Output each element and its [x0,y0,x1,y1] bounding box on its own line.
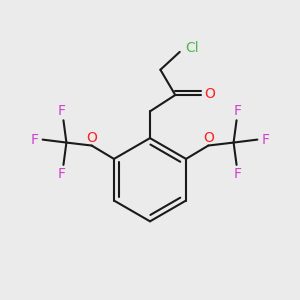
Text: Cl: Cl [185,41,199,56]
Text: O: O [204,86,215,100]
Text: O: O [203,131,214,145]
Text: F: F [58,104,66,118]
Text: F: F [234,167,242,181]
Text: F: F [58,167,66,181]
Text: O: O [86,131,97,145]
Text: F: F [262,133,270,147]
Text: F: F [234,104,242,118]
Text: F: F [30,133,38,147]
